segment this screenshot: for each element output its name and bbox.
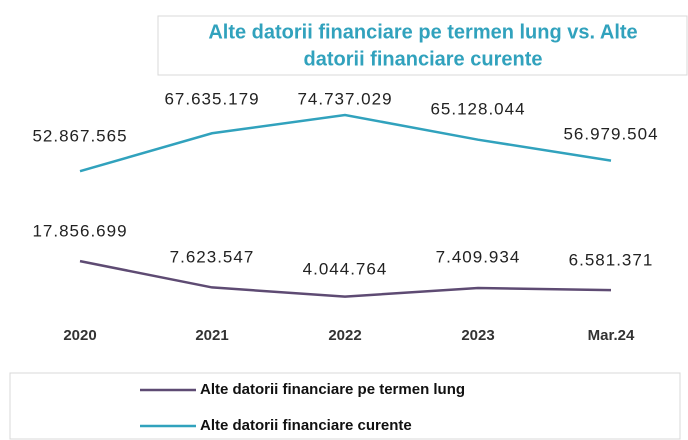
line — [79, 113, 612, 173]
legend-box — [9, 372, 681, 440]
data-label: 56.979.504 — [563, 124, 658, 143]
x-tick-label: 2020 — [63, 327, 96, 344]
data-label: 7.623.547 — [170, 247, 255, 266]
data-label: 7.409.934 — [436, 247, 521, 266]
data-label: 74.737.029 — [297, 89, 392, 108]
data-label: 6.581.371 — [569, 250, 654, 269]
line — [79, 259, 612, 298]
x-tick-label: Mar.24 — [588, 327, 635, 344]
data-label: 65.128.044 — [430, 99, 525, 118]
x-tick-label: 2023 — [461, 327, 494, 344]
title-box — [157, 15, 688, 76]
x-tick-label: 2021 — [195, 327, 228, 344]
chart-title: datorii financiare curente — [304, 48, 543, 70]
data-label: 17.856.699 — [32, 221, 127, 240]
data-label: 4.044.764 — [303, 259, 388, 278]
data-label: 67.635.179 — [164, 89, 259, 108]
legend-label: Alte datorii financiare curente — [200, 417, 412, 434]
data-label: 52.867.565 — [32, 126, 127, 145]
chart-title: Alte datorii financiare pe termen lung v… — [208, 21, 637, 43]
legend-label: Alte datorii financiare pe termen lung — [200, 381, 465, 398]
x-tick-label: 2022 — [328, 327, 361, 344]
